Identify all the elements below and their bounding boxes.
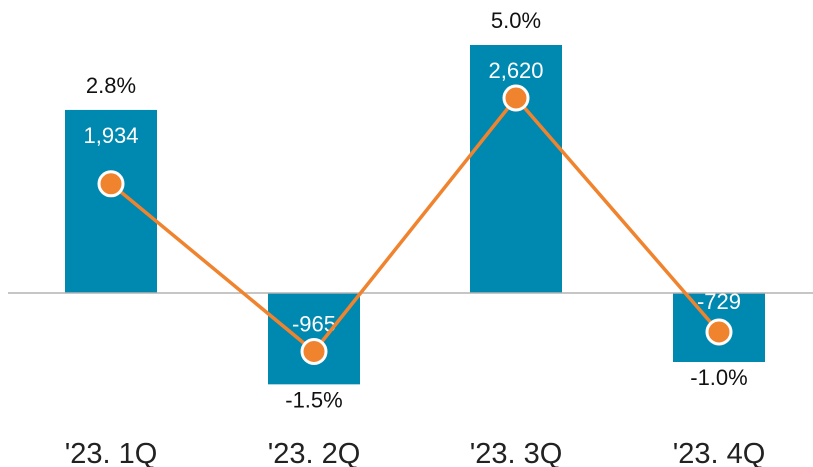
line-marker — [300, 338, 328, 365]
bar-value-label: 2,620 — [488, 58, 543, 83]
line-marker — [705, 318, 733, 346]
line-series-group — [109, 96, 721, 354]
line-marker — [97, 170, 125, 198]
category-labels-group: '23. 1Q '23. 2Q '23. 3Q '23. 4Q — [65, 438, 766, 467]
bar-value-label: -729 — [697, 289, 741, 314]
line-value-label: -1.5% — [285, 387, 342, 412]
line-value-label: -1.0% — [690, 365, 747, 390]
bars-group — [65, 45, 765, 385]
category-label: '23. 1Q — [65, 438, 158, 467]
line-markers-group — [97, 84, 733, 365]
line-marker — [502, 84, 530, 112]
category-label: '23. 2Q — [268, 438, 361, 467]
bar — [65, 109, 157, 293]
line-value-label: 5.0% — [491, 8, 541, 33]
line-labels-group: 2.8% -1.5% 5.0% -1.0% — [86, 8, 748, 412]
category-label: '23. 4Q — [673, 438, 766, 467]
bar-value-label: 1,934 — [83, 123, 138, 148]
line-value-label: 2.8% — [86, 73, 136, 98]
category-label: '23. 3Q — [470, 438, 563, 467]
line-series-path — [109, 96, 721, 354]
